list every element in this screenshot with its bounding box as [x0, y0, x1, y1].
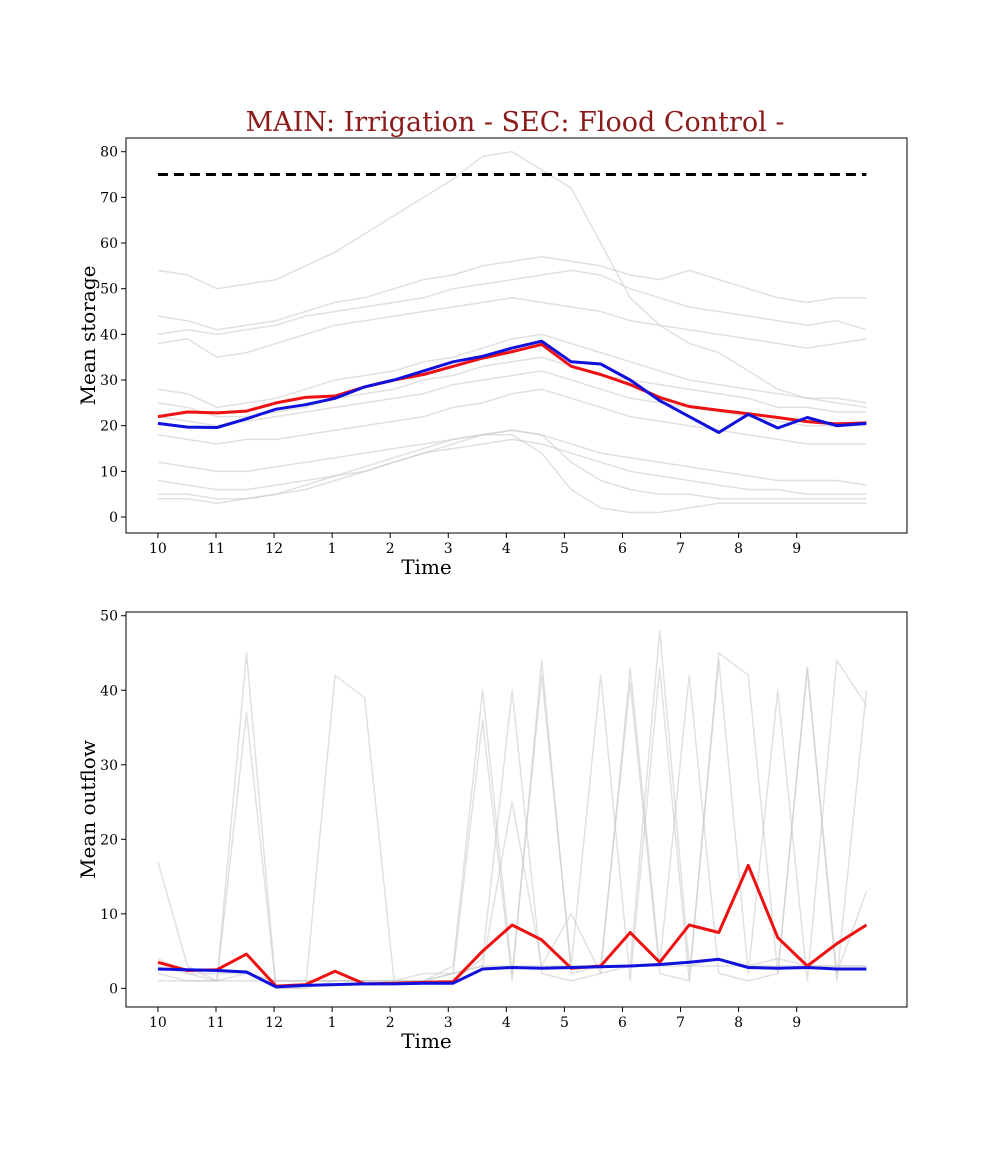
x-tick-label: 7: [676, 1015, 685, 1031]
y-tick-label: 20: [100, 832, 118, 848]
x-tick-label: 9: [792, 541, 801, 557]
background-series-3: [157, 297, 867, 358]
x-tick-label: 2: [386, 1015, 395, 1031]
x-tick-label: 9: [792, 1015, 801, 1031]
plot-frame: [125, 137, 908, 534]
x-tick-label: 5: [560, 541, 569, 557]
background-series-6: [157, 370, 867, 427]
background-series-8: [157, 429, 867, 486]
x-tick-label: 1: [328, 1015, 337, 1031]
y-tick-label: 70: [100, 190, 118, 206]
y-tick-label: 50: [100, 609, 118, 625]
plot-frame: [125, 611, 908, 1008]
background-series-0: [157, 150, 867, 409]
x-tick-label: 8: [734, 541, 743, 557]
x-tick-label: 3: [444, 541, 453, 557]
x-tick-label: 12: [265, 541, 283, 557]
x-tick-label: 11: [207, 1015, 225, 1031]
y-tick-label: 60: [100, 236, 118, 252]
mean-series-13: [157, 339, 867, 434]
mean-series-6: [157, 957, 867, 989]
background-series-2: [157, 667, 868, 990]
y-tick-label: 50: [100, 282, 118, 298]
x-tick-label: 10: [149, 1015, 167, 1031]
background-series-1: [157, 659, 868, 982]
x-tick-label: 12: [265, 1015, 283, 1031]
x-tick-label: 11: [207, 541, 225, 557]
x-tick-label: 4: [502, 541, 511, 557]
x-tick-label: 3: [444, 1015, 453, 1031]
y-tick-label: 30: [100, 758, 118, 774]
background-series-2: [157, 269, 867, 336]
x-tick-label: 6: [618, 541, 627, 557]
y-tick-label: 0: [109, 981, 118, 997]
storage-chart: 10 11 12 1 2 3 4 5 6 7 8 901020304050607080TimeMean…: [76, 137, 908, 579]
background-series-10: [157, 429, 867, 500]
background-series-0: [157, 652, 868, 990]
x-tick-label: 10: [149, 541, 167, 557]
x-axis-label: Time: [401, 1029, 452, 1053]
figure-title: MAIN: Irrigation - SEC: Flood Control -: [245, 107, 784, 138]
background-series-1: [157, 255, 867, 331]
x-tick-label: 8: [734, 1015, 743, 1031]
x-tick-label: 1: [328, 541, 337, 557]
x-tick-label: 2: [386, 541, 395, 557]
background-series-11: [157, 434, 867, 514]
y-tick-label: 40: [100, 683, 118, 699]
x-tick-label: 4: [502, 1015, 511, 1031]
x-tick-label: 6: [618, 1015, 627, 1031]
x-axis-label: Time: [401, 555, 452, 579]
y-tick-label: 20: [100, 419, 118, 435]
y-axis-label: Mean outflow: [76, 740, 100, 879]
y-tick-label: 0: [109, 510, 118, 526]
y-axis-label: Mean storage: [76, 266, 100, 406]
background-series-7: [157, 388, 867, 445]
y-tick-label: 30: [100, 373, 118, 389]
y-tick-label: 80: [100, 145, 118, 161]
x-tick-label: 7: [676, 541, 685, 557]
background-series-9: [157, 438, 867, 495]
y-tick-label: 10: [100, 907, 118, 923]
background-series-3: [157, 629, 867, 982]
y-tick-label: 10: [100, 464, 118, 480]
y-tick-label: 40: [100, 327, 118, 343]
background-series-5: [157, 356, 867, 418]
x-tick-label: 5: [560, 1015, 569, 1031]
background-series-4: [157, 333, 867, 409]
